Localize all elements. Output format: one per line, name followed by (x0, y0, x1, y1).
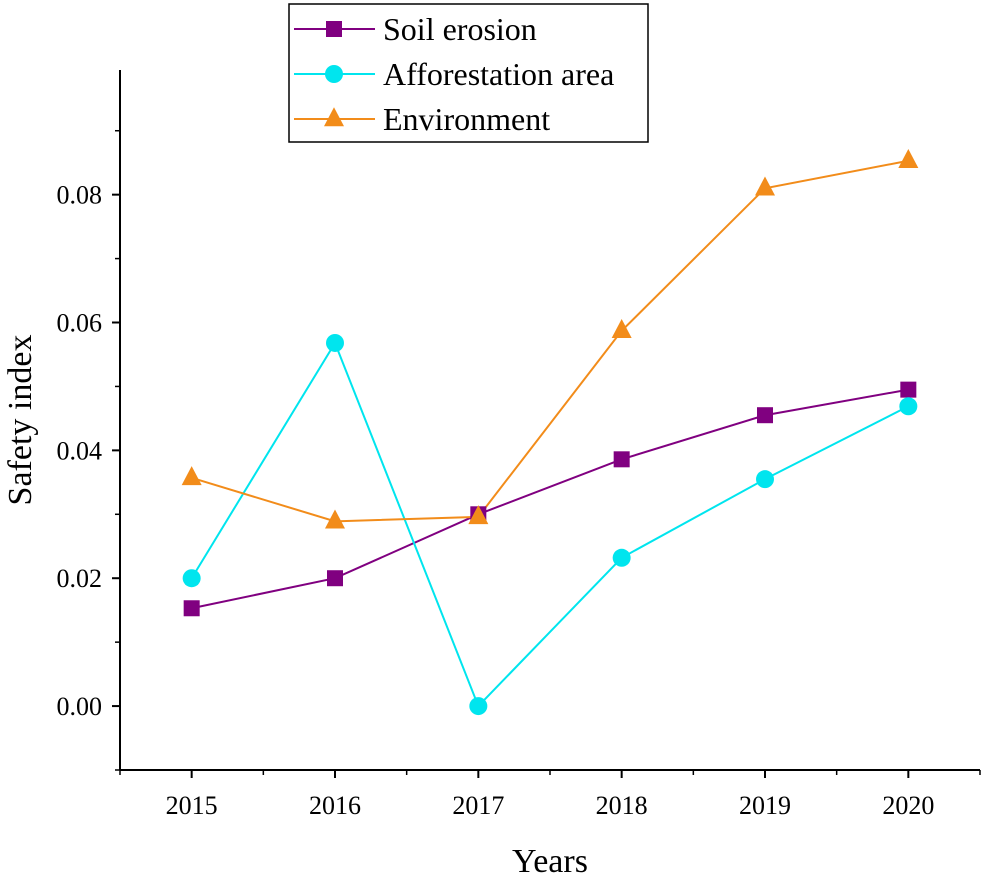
legend-label: Environment (383, 101, 550, 137)
series-1 (191, 388, 909, 610)
data-point (612, 548, 631, 567)
legend-entry: Soil erosion (294, 11, 537, 47)
y-tick-label: 0.04 (57, 436, 103, 465)
legend-entry: Environment (294, 101, 550, 137)
data-point (613, 451, 630, 468)
data-point (183, 600, 200, 617)
data-point (181, 466, 202, 486)
x-tick-label: 2015 (166, 791, 218, 820)
data-point (898, 148, 919, 168)
legend-marker (326, 21, 342, 37)
x-axis-title: Years (512, 843, 588, 880)
series-line (191, 159, 909, 523)
x-tick-label: 2020 (882, 791, 934, 820)
y-axis-title: Safety index (2, 335, 39, 506)
data-point (468, 505, 489, 525)
series-line (191, 388, 909, 610)
series-line (190, 340, 909, 708)
legend-label: Afforestation area (383, 56, 614, 92)
legend: Soil erosion Afforestation area Environmen… (288, 3, 649, 143)
data-point (757, 407, 773, 424)
x-ticks: 2015 2016 2017 2018 2019 2020 (119, 770, 981, 820)
data-point (325, 509, 345, 529)
legend-label: Soil erosion (383, 11, 537, 47)
y-tick-label: 0.02 (57, 564, 103, 593)
data-point (900, 381, 917, 398)
data-point (899, 397, 918, 416)
x-tick-label: 2018 (596, 791, 648, 820)
legend-marker (324, 107, 344, 127)
x-tick-label: 2017 (452, 791, 504, 820)
y-tick-label: 0.06 (57, 309, 103, 338)
series-3 (191, 159, 909, 523)
data-point (326, 333, 344, 352)
data-point (182, 569, 201, 588)
axes (119, 70, 980, 771)
data-point (756, 470, 774, 489)
legend-entry: Afforestation area (294, 56, 614, 92)
x-tick-label: 2019 (739, 791, 791, 820)
series-layer (181, 148, 919, 716)
legend-marker (325, 65, 343, 83)
series-2 (190, 340, 909, 708)
data-point (755, 176, 775, 196)
y-ticks: 0.00 0.02 0.04 0.06 0.08 (57, 129, 120, 771)
y-tick-label: 0.08 (57, 181, 103, 210)
series-markers-2 (182, 333, 918, 716)
data-point (327, 570, 343, 587)
data-point (469, 697, 488, 716)
series-markers-3 (181, 148, 919, 529)
data-point (611, 319, 632, 339)
x-tick-label: 2016 (309, 791, 361, 820)
y-tick-label: 0.00 (57, 692, 103, 721)
series-markers-1 (183, 381, 917, 617)
